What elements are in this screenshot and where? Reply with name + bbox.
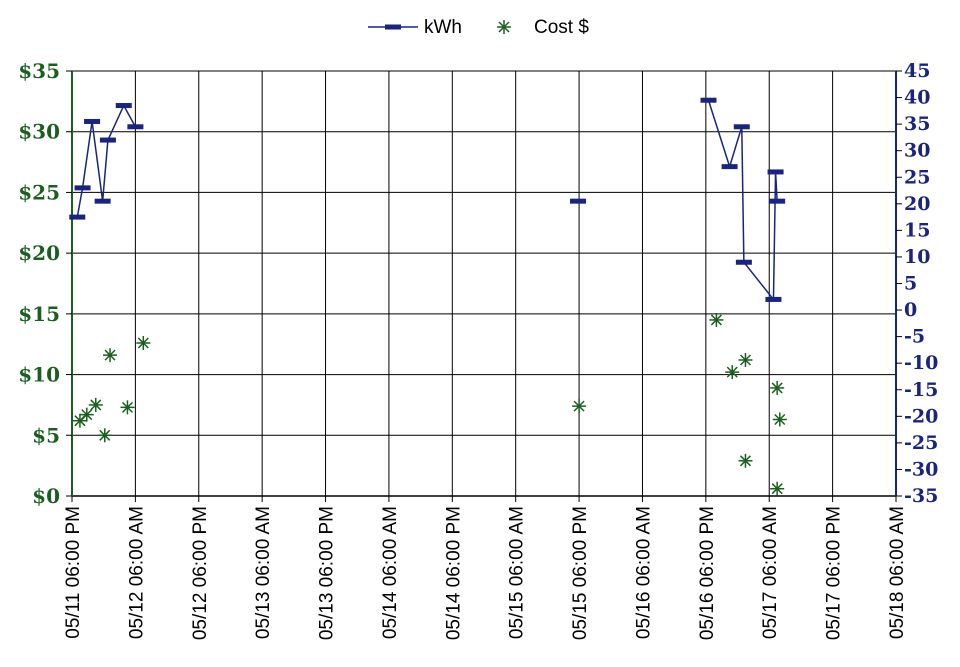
x-tick-label: 05/17 06:00 PM [824, 506, 845, 640]
kwh-point [127, 124, 144, 130]
cost-point [88, 397, 103, 412]
cost-point [738, 453, 753, 468]
axes [71, 70, 897, 497]
x-tick-label: 05/16 06:00 PM [697, 506, 718, 640]
cost-point [103, 348, 118, 363]
kwh-line [707, 99, 778, 302]
right-tick-label: -30 [904, 458, 938, 480]
x-tick-label: 05/13 06:00 AM [253, 506, 274, 639]
left-tick-label: $20 [18, 241, 60, 265]
x-tick-label: 05/13 06:00 PM [317, 506, 338, 640]
kwh-point [570, 198, 587, 204]
legend-kwh-label: kWh [424, 17, 462, 38]
cost-point [770, 481, 785, 496]
cost-point [709, 312, 724, 327]
kwh-point [735, 259, 752, 265]
x-tick-label: 05/15 06:00 AM [507, 506, 528, 639]
right-tick-label: 5 [904, 273, 917, 295]
left-tick-label: $30 [18, 120, 60, 144]
x-tick-label: 05/18 06:00 AM [887, 506, 908, 639]
cost-point [572, 399, 587, 414]
left-tick-label: $10 [18, 363, 60, 387]
right-tick-label: 25 [904, 166, 930, 188]
right-tick-label: -35 [904, 485, 938, 507]
kwh-point [721, 164, 738, 170]
right-tick-label: -15 [904, 379, 938, 401]
right-tick-label: -10 [904, 352, 938, 374]
right-tick-label: 15 [904, 219, 930, 241]
kwh-point [769, 198, 786, 204]
cost-point [136, 336, 151, 350]
kwh-point [767, 169, 784, 175]
cost-point [772, 412, 787, 427]
kwh-point [74, 185, 91, 191]
kwh-point [733, 124, 750, 130]
x-tick-label: 05/11 06:00 PM [63, 506, 84, 639]
kwh-series [69, 97, 786, 302]
legend-cost-label: Cost $ [534, 17, 589, 38]
right-tick-label: 35 [904, 113, 930, 135]
x-tick-label: 05/12 06:00 PM [190, 506, 211, 640]
kwh-point [69, 214, 86, 220]
kwh-point [94, 198, 111, 204]
right-tick-label: -5 [904, 326, 925, 348]
kwh-point [765, 296, 782, 302]
right-tick-label: 20 [904, 193, 930, 215]
right-tick-label: -25 [904, 432, 938, 454]
cost-series [72, 312, 787, 496]
x-tick-label: 05/14 06:00 AM [380, 506, 401, 639]
cost-point [79, 407, 94, 422]
cost-point [738, 353, 753, 367]
kwh-point [84, 118, 101, 124]
legend-kwh-marker [385, 24, 401, 30]
cost-point [97, 428, 112, 443]
left-y-axis-ticks: $0 $5 $10 $15 $20 $25 $30 $35 [18, 59, 72, 508]
x-tick-label: 05/14 06:00 PM [443, 506, 464, 640]
right-tick-label: 30 [904, 140, 930, 162]
right-tick-label: -20 [904, 405, 938, 427]
legend-cost-marker [497, 20, 511, 34]
left-tick-label: $15 [18, 302, 60, 326]
kwh-point [700, 97, 717, 103]
right-y-axis-ticks: -35 -30 -25 -20 -15 -10 -5 0 5 10 15 20 25 30 35 40 45 [896, 60, 938, 507]
cost-point [725, 365, 740, 380]
left-tick-label: $0 [32, 484, 60, 508]
x-tick-label: 05/12 06:00 AM [126, 506, 147, 639]
x-tick-label: 05/17 06:00 AM [760, 506, 781, 639]
legend: kWh Cost $ [368, 17, 589, 38]
grid [72, 70, 896, 497]
x-axis-ticks: 05/11 06:00 PM 05/12 06:00 AM 05/12 06:00 … [63, 496, 908, 640]
right-tick-label: 0 [904, 299, 917, 321]
kwh-point [99, 137, 116, 143]
cost-point [120, 400, 135, 415]
left-tick-label: $5 [32, 423, 60, 447]
right-tick-label: 40 [904, 87, 930, 109]
right-tick-label: 10 [904, 246, 930, 268]
x-tick-label: 05/16 06:00 AM [633, 506, 654, 639]
right-tick-label: 45 [904, 60, 930, 82]
x-tick-label: 05/15 06:00 PM [570, 506, 591, 640]
left-tick-label: $35 [18, 59, 60, 83]
left-tick-label: $25 [18, 180, 60, 204]
kwh-point [115, 103, 132, 109]
cost-point [770, 380, 785, 395]
